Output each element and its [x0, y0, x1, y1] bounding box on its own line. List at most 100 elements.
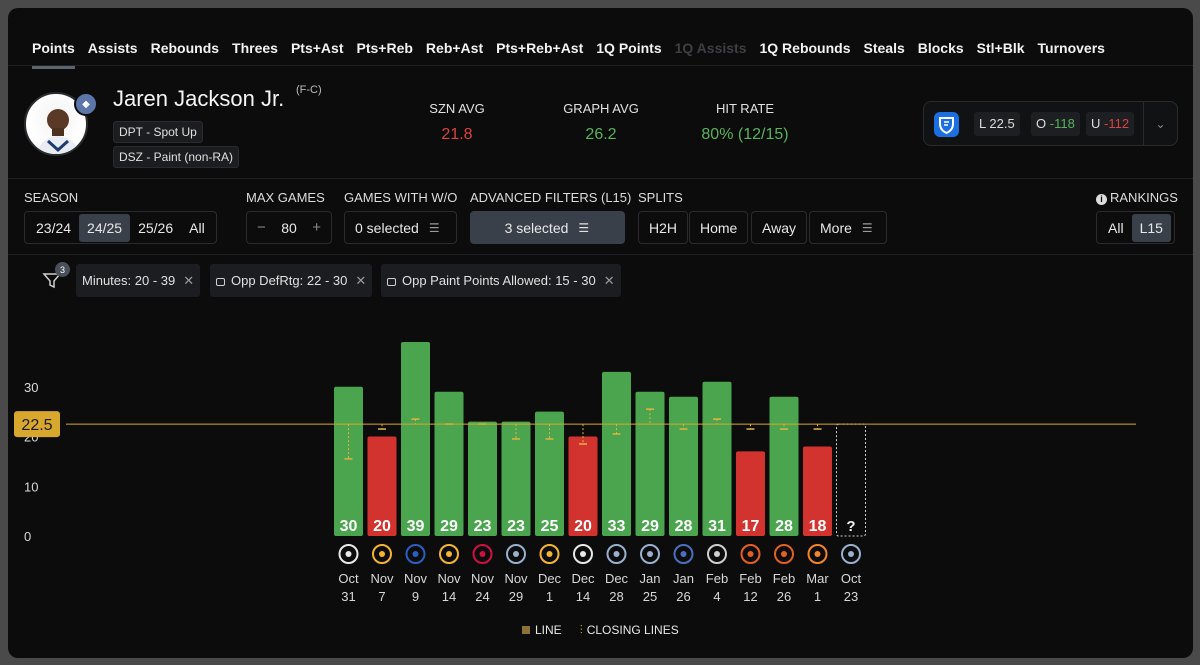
split-home-button[interactable]: Home — [689, 211, 749, 244]
x-tick-month: Dec — [538, 571, 562, 586]
bar-value-label: 39 — [407, 518, 425, 535]
split-away-button[interactable]: Away — [751, 211, 807, 244]
advanced-filters-value: 3 selected — [504, 219, 569, 236]
close-icon[interactable]: ✕ — [603, 272, 615, 288]
max-games-value[interactable]: 80 — [281, 219, 297, 236]
tab-pts-ast[interactable]: Pts+Ast — [290, 40, 344, 56]
bar-value-label: 31 — [708, 518, 726, 535]
wizards-logo-icon-dot — [412, 551, 419, 557]
game-bar[interactable] — [434, 391, 464, 536]
fanduel-shield-icon — [934, 112, 959, 137]
tab-reb-ast[interactable]: Reb+Ast — [425, 40, 484, 56]
under-pill: U -112 — [1086, 112, 1135, 136]
x-tick-day: 28 — [609, 589, 623, 604]
over-value: -118 — [1049, 116, 1075, 131]
bar-value-label: 30 — [340, 518, 358, 535]
games-wo-dropdown[interactable]: 0 selected ☰ — [344, 211, 457, 244]
game-bar[interactable] — [803, 446, 832, 536]
player-headshot-icon — [36, 109, 80, 154]
game-bar[interactable] — [401, 341, 430, 536]
close-icon[interactable]: ✕ — [355, 272, 367, 288]
szn-avg-value: 21.8 — [441, 126, 473, 143]
over-prefix: O — [1036, 116, 1047, 131]
suns-logo-icon — [774, 544, 794, 564]
max-games-stepper: − 80 + — [246, 211, 332, 244]
tab-threes[interactable]: Threes — [232, 40, 278, 56]
filter-chip[interactable]: Minutes: 20 - 39 ✕ — [76, 264, 201, 297]
pelicans-logo-icon-dot — [647, 551, 653, 557]
game-bar[interactable] — [702, 381, 732, 536]
tab-rebounds[interactable]: Rebounds — [150, 40, 220, 56]
minus-icon[interactable]: − — [257, 219, 266, 236]
x-tick-day: 24 — [475, 589, 489, 604]
szn-avg-label: SZN AVG — [429, 101, 485, 116]
tab-pts-reb-ast[interactable]: Pts+Reb+Ast — [496, 40, 584, 56]
tab-1q-assists: 1Q Assists — [674, 40, 747, 56]
chevron-down-icon[interactable]: ⌄ — [1143, 102, 1177, 145]
game-bar[interactable] — [602, 371, 631, 536]
legend-closing-label: CLOSING LINES — [586, 623, 679, 637]
x-tick-day: 12 — [743, 589, 757, 604]
x-tick-month: Nov — [437, 571, 461, 586]
pacers-logo-icon — [539, 544, 560, 564]
tab-1q-points[interactable]: 1Q Points — [596, 40, 662, 56]
rankings-option[interactable]: All — [1108, 219, 1124, 236]
tab-blocks[interactable]: Blocks — [917, 40, 964, 56]
filter-lines-icon: ☰ — [861, 220, 873, 235]
x-tick-day: 25 — [643, 589, 657, 604]
tab-stl-blk[interactable]: Stl+Blk — [976, 40, 1025, 56]
game-bar[interactable] — [769, 396, 799, 536]
filter-chip[interactable]: Opp DefRtg: 22 - 30 ✕ — [210, 264, 373, 297]
game-bar[interactable] — [367, 436, 397, 537]
tab-turnovers[interactable]: Turnovers — [1037, 40, 1105, 56]
line-value: 22.5 — [989, 116, 1015, 131]
tab-points[interactable]: Points — [32, 38, 75, 69]
tab-steals[interactable]: Steals — [863, 40, 905, 56]
grizzlies-logo-icon: ◆ — [74, 92, 98, 116]
game-bar[interactable] — [501, 421, 531, 536]
chart-legend: LINE ⫶ CLOSING LINES — [522, 623, 679, 638]
tab-assists[interactable]: Assists — [87, 40, 138, 56]
game-bar[interactable] — [635, 391, 665, 536]
split-h2h-button[interactable]: H2H — [638, 211, 689, 244]
bar-value-label: 29 — [440, 518, 458, 535]
legend-line: LINE — [522, 623, 562, 638]
filter-chip[interactable]: Opp Paint Points Allowed: 15 - 30 ✕ — [381, 264, 621, 297]
bar-value-label: 20 — [373, 518, 391, 535]
bar-value-label: 28 — [775, 518, 793, 535]
rankings-label-text: RANKINGS — [1110, 190, 1178, 205]
split-more-button[interactable]: More ☰ — [809, 211, 887, 244]
x-tick-month: Oct — [841, 571, 862, 586]
x-tick-day: 23 — [844, 589, 858, 604]
advanced-filters-button[interactable]: 3 selected ☰ — [470, 211, 625, 244]
game-bar[interactable] — [334, 386, 363, 536]
game-bar[interactable] — [468, 421, 497, 536]
info-icon[interactable]: i — [1096, 194, 1107, 205]
x-tick-day: 29 — [509, 589, 523, 604]
x-tick-month: Feb — [706, 571, 728, 586]
game-bar[interactable] — [568, 436, 598, 537]
filter-count-badge: 3 — [55, 262, 70, 277]
legend-closing: ⫶ CLOSING LINES — [579, 623, 679, 637]
stat-tabs: Points Assists Rebounds Threes Pts+Ast Pts+Re… — [32, 38, 1118, 69]
pelicans-logo-icon — [841, 544, 861, 564]
game-bar[interactable] — [535, 411, 564, 536]
game-bar[interactable] — [669, 396, 698, 536]
game-bar[interactable] — [736, 451, 765, 536]
season-option[interactable]: 23/24 — [36, 219, 72, 236]
x-tick-day: 14 — [442, 589, 456, 604]
season-option[interactable]: 24/25 — [79, 213, 131, 242]
suns-logo-icon-dot — [747, 551, 754, 557]
season-option[interactable]: All — [189, 219, 205, 236]
knicks-logo-icon — [807, 544, 828, 564]
tab-1q-rebounds[interactable]: 1Q Rebounds — [759, 40, 851, 56]
tab-pts-reb[interactable]: Pts+Reb — [356, 40, 413, 56]
odds-selector[interactable]: L 22.5 O -118 U -112 ⌄ — [923, 101, 1178, 146]
nets-logo-icon-dot — [580, 551, 586, 557]
nets-logo-icon-dot — [345, 551, 352, 557]
rankings-option[interactable]: L15 — [1131, 213, 1171, 242]
close-icon[interactable]: ✕ — [183, 272, 195, 288]
graph-avg-label: GRAPH AVG — [563, 101, 639, 116]
plus-icon[interactable]: + — [312, 219, 321, 236]
season-option[interactable]: 25/26 — [138, 219, 174, 236]
